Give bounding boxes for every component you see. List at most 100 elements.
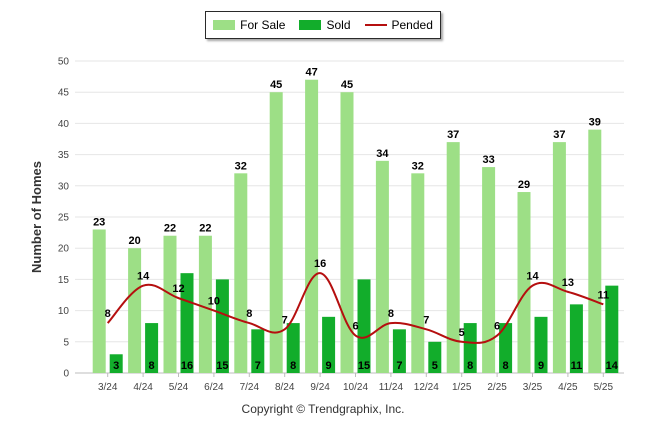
x-tick-label: 9/24 <box>310 382 330 393</box>
for-sale-value-label: 47 <box>305 67 317 79</box>
pended-value-label: 13 <box>562 277 574 289</box>
for-sale-value-label: 32 <box>412 160 424 172</box>
y-tick-label: 10 <box>58 306 70 317</box>
for-sale-bar <box>128 248 142 373</box>
for-sale-bar <box>411 173 425 373</box>
for-sale-value-label: 23 <box>93 216 105 228</box>
for-sale-swatch <box>213 20 236 30</box>
sold-value-label: 16 <box>181 360 193 372</box>
for-sale-bar <box>482 167 496 373</box>
sold-bar <box>322 316 336 373</box>
sold-bar <box>215 279 229 373</box>
y-tick-label: 15 <box>58 275 70 286</box>
for-sale-value-label: 22 <box>199 223 211 235</box>
sold-bar <box>286 323 300 373</box>
sold-swatch <box>299 20 322 30</box>
y-tick-label: 30 <box>58 181 70 192</box>
for-sale-bar <box>517 192 531 373</box>
pended-value-label: 8 <box>246 308 252 320</box>
y-tick-label: 35 <box>58 150 70 161</box>
pended-value-label: 6 <box>352 321 358 333</box>
sold-value-label: 7 <box>396 360 402 372</box>
y-axis-title: Number of Homes <box>29 161 44 273</box>
x-tick-label: 5/25 <box>594 382 614 393</box>
pended-value-label: 10 <box>208 296 220 308</box>
legend-item-pended[interactable]: Pended <box>364 18 433 32</box>
y-tick-label: 20 <box>58 244 70 255</box>
legend-item-for-sale[interactable]: For Sale <box>213 18 285 32</box>
y-tick-label: 45 <box>58 88 70 99</box>
x-tick-label: 3/24 <box>98 382 118 393</box>
sold-value-label: 8 <box>149 360 155 372</box>
sold-value-label: 7 <box>255 360 261 372</box>
pended-value-label: 16 <box>314 258 326 270</box>
pended-value-label: 8 <box>388 308 394 320</box>
chart-legend: For Sale Sold Pended <box>205 11 441 39</box>
sold-bar <box>251 329 265 373</box>
sold-value-label: 8 <box>503 360 509 372</box>
for-sale-value-label: 39 <box>589 117 601 129</box>
pended-value-label: 14 <box>526 271 539 283</box>
pended-value-label: 8 <box>105 308 111 320</box>
sold-bar <box>357 279 371 373</box>
sold-bar <box>499 323 513 373</box>
for-sale-bar <box>446 142 460 373</box>
x-tick-label: 4/25 <box>558 382 578 393</box>
pended-value-label: 7 <box>423 314 429 326</box>
for-sale-bar <box>269 92 283 373</box>
sold-value-label: 9 <box>326 360 332 372</box>
sold-value-label: 11 <box>571 360 583 372</box>
for-sale-bar <box>340 92 354 373</box>
sold-bar <box>109 354 123 373</box>
y-tick-label: 5 <box>63 337 69 348</box>
pended-line <box>106 272 604 344</box>
pended-value-label: 12 <box>172 283 184 295</box>
x-tick-label: 1/25 <box>452 382 472 393</box>
x-tick-label: 4/24 <box>133 382 153 393</box>
sold-bar <box>145 323 159 373</box>
for-sale-value-label: 20 <box>128 235 140 247</box>
x-tick-label: 8/24 <box>275 382 295 393</box>
for-sale-value-label: 45 <box>341 79 353 91</box>
sold-value-label: 9 <box>538 360 544 372</box>
for-sale-bar <box>552 142 566 373</box>
for-sale-bar <box>588 129 602 373</box>
sold-bar <box>569 304 583 373</box>
sold-bar <box>392 329 406 373</box>
for-sale-value-label: 34 <box>376 148 389 160</box>
for-sale-bar <box>198 235 212 373</box>
x-tick-label: 11/24 <box>379 382 404 393</box>
y-tick-label: 25 <box>58 213 70 224</box>
for-sale-value-label: 32 <box>235 160 247 172</box>
for-sale-value-label: 29 <box>518 179 530 191</box>
for-sale-bar <box>92 229 106 373</box>
x-tick-label: 5/24 <box>169 382 189 393</box>
sold-bar <box>428 341 442 373</box>
pended-value-label: 11 <box>597 289 609 301</box>
sold-value-label: 5 <box>432 360 438 372</box>
legend-label-for-sale: For Sale <box>240 18 286 32</box>
y-tick-label: 50 <box>58 57 70 68</box>
legend-item-sold[interactable]: Sold <box>299 18 351 32</box>
legend-label-sold: Sold <box>326 18 351 32</box>
sold-bar <box>605 285 619 373</box>
sold-value-label: 14 <box>606 360 619 372</box>
for-sale-value-label: 37 <box>553 129 565 141</box>
sold-value-label: 8 <box>290 360 296 372</box>
x-tick-label: 6/24 <box>204 382 224 393</box>
pended-value-label: 6 <box>494 321 500 333</box>
pended-swatch <box>364 24 387 26</box>
for-sale-value-label: 22 <box>164 223 176 235</box>
sold-value-label: 8 <box>467 360 473 372</box>
for-sale-value-label: 33 <box>482 154 494 166</box>
sold-value-label: 3 <box>113 360 119 372</box>
x-tick-label: 2/25 <box>487 382 507 393</box>
x-tick-label: 10/24 <box>343 382 368 393</box>
y-tick-label: 40 <box>58 119 70 130</box>
pended-value-label: 14 <box>137 271 150 283</box>
for-sale-bar <box>375 160 389 373</box>
sold-value-label: 15 <box>216 360 228 372</box>
for-sale-bar <box>234 173 248 373</box>
y-tick-label: 0 <box>63 369 69 380</box>
